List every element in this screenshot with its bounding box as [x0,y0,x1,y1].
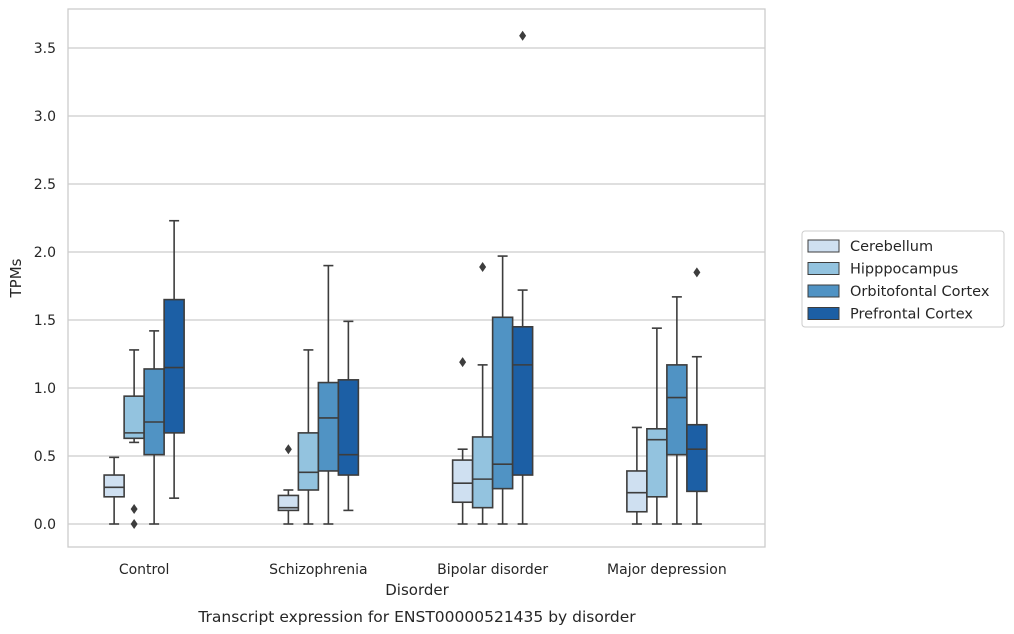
legend: Cerebellum Hipppocampus Orbitofontal Corte… [801,230,1005,328]
box-group [143,330,165,525]
y-tick-label: 3.0 [34,109,56,125]
outlier-marker [519,30,527,41]
plot-frame [67,8,766,548]
outlier-marker [693,267,701,278]
legend-label: Cerebellum [850,239,933,255]
x-axis-ticks: Control Schizophrenia Bipolar disorder Majo… [119,562,727,578]
box-group [626,426,648,525]
box-group [471,261,494,525]
box-group [646,327,668,525]
x-tick-label: Control [119,562,170,578]
outlier-marker [284,444,292,455]
legend-frame [801,230,1005,328]
box-iqr [451,459,474,504]
chart-caption: Transcript expression for ENST0000052143… [197,608,636,626]
y-axis-ticks: 0.0 0.5 1.0 1.5 2.0 2.5 3.0 3.5 [34,41,56,533]
legend-label: Orbitofontal Cortex [850,284,990,300]
box-iqr [686,423,708,493]
legend-label: Prefrontal Cortex [850,307,973,323]
box-group [297,349,320,525]
box-group [337,320,360,512]
legend-swatch [807,262,840,275]
y-tick-label: 0.0 [34,517,56,533]
x-tick-label: Major depression [607,562,727,578]
box-group [277,444,300,525]
box-iqr [491,316,514,490]
box-iqr [317,381,340,472]
box-group [686,267,708,525]
y-tick-label: 2.5 [34,177,56,193]
box-group [451,357,474,525]
y-tick-label: 3.5 [34,41,56,57]
box-iqr [143,368,165,456]
box-iqr [297,432,320,491]
box-iqr [471,436,494,509]
outlier-marker [459,357,467,368]
y-tick-label: 2.0 [34,245,56,261]
y-tick-label: 1.5 [34,313,56,329]
box-iqr [511,325,534,476]
outlier-marker [130,504,138,515]
box-iqr [103,474,125,498]
legend-swatch [807,284,840,298]
box-iqr [163,298,185,434]
x-tick-label: Bipolar disorder [437,562,548,578]
box-iqr [666,364,688,456]
outlier-marker [130,519,138,529]
legend-label: Hipppocampus [850,262,958,278]
box-iqr [123,395,145,440]
box-iqr [646,427,668,498]
box-group [123,349,145,529]
box-group [103,456,125,525]
box-group [511,30,534,525]
outlier-marker [479,261,487,272]
y-tick-label: 1.0 [34,381,56,397]
legend-swatch [807,239,840,253]
box-iqr [626,470,648,513]
box-group [666,296,688,525]
y-axis-label: TPMs [7,258,25,298]
y-tick-label: 0.5 [34,449,56,465]
box-group [163,219,185,499]
x-axis-label: Disorder [385,581,449,599]
box-group [317,264,340,525]
box-iqr [337,379,360,476]
x-tick-label: Schizophrenia [269,562,367,578]
plot-boxes [103,30,708,529]
box-iqr [277,494,300,512]
legend-swatch [807,307,840,320]
box-group [491,255,514,525]
